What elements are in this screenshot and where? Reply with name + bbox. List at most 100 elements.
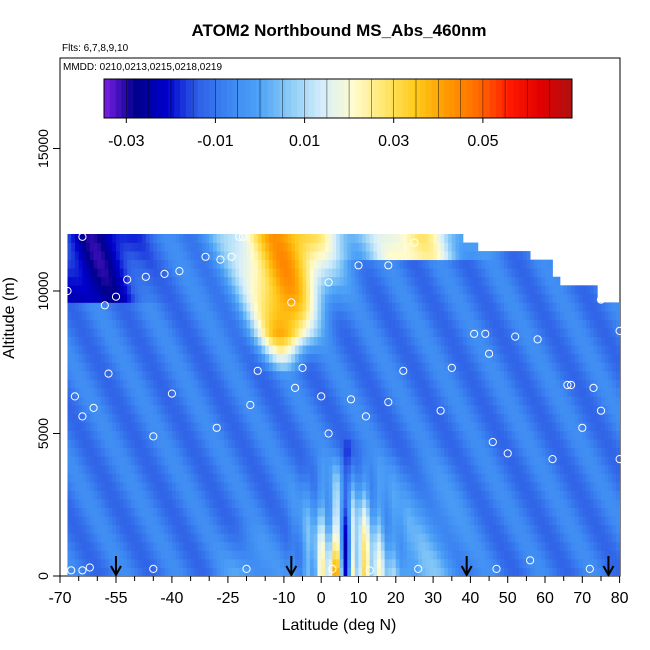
heatmap-cell xyxy=(142,464,147,474)
heatmap-cell xyxy=(298,302,303,312)
heatmap-cell xyxy=(373,396,378,406)
heatmap-cell xyxy=(455,567,460,576)
heatmap-cell xyxy=(127,567,132,576)
heatmap-cell xyxy=(186,345,191,355)
heatmap-cell xyxy=(205,516,210,526)
heatmap-cell xyxy=(615,387,620,397)
heatmap-cell xyxy=(496,507,501,517)
heatmap-cell xyxy=(220,473,225,483)
heatmap-cell xyxy=(362,422,367,432)
heatmap-cell xyxy=(440,370,445,380)
heatmap-cell xyxy=(86,524,91,534)
heatmap-cell xyxy=(138,302,143,312)
heatmap-cell xyxy=(451,558,456,568)
heatmap-cell xyxy=(119,345,124,355)
heatmap-cell xyxy=(548,464,553,474)
heatmap-cell xyxy=(280,516,285,526)
heatmap-cell xyxy=(291,285,296,295)
heatmap-cell xyxy=(209,336,214,346)
heatmap-cell xyxy=(481,302,486,312)
heatmap-cell xyxy=(246,516,251,526)
heatmap-cell xyxy=(354,405,359,414)
heatmap-cell xyxy=(175,396,180,406)
heatmap-cell xyxy=(254,319,259,329)
heatmap-cell xyxy=(317,285,322,295)
heatmap-cell xyxy=(507,430,512,440)
heatmap-cell xyxy=(608,464,613,474)
heatmap-cell xyxy=(145,567,150,576)
heatmap-cell xyxy=(175,293,180,303)
heatmap-cell xyxy=(410,541,415,551)
heatmap-cell xyxy=(309,430,315,440)
heatmap-cell xyxy=(362,370,367,380)
heatmap-cell xyxy=(395,362,400,372)
heatmap-cell xyxy=(235,550,240,560)
heatmap-cell xyxy=(377,499,382,508)
heatmap-cell xyxy=(171,302,177,312)
heatmap-cell xyxy=(563,447,568,457)
heatmap-cell xyxy=(205,370,210,380)
heatmap-cell xyxy=(205,499,210,508)
heatmap-cell xyxy=(123,345,128,355)
heatmap-cell xyxy=(601,319,606,329)
heatmap-cell xyxy=(470,362,475,372)
heatmap-cell xyxy=(339,405,344,414)
heatmap-cell xyxy=(127,370,132,380)
heatmap-cell xyxy=(388,387,393,397)
heatmap-cell xyxy=(313,447,318,457)
heatmap-cell xyxy=(153,439,158,449)
heatmap-cell xyxy=(201,319,206,329)
heatmap-cell xyxy=(380,439,385,449)
heatmap-cell xyxy=(272,533,277,543)
heatmap-cell xyxy=(220,396,225,406)
heatmap-cell xyxy=(489,310,494,320)
heatmap-cell xyxy=(392,387,397,397)
heatmap-cell xyxy=(559,379,565,389)
heatmap-cell xyxy=(127,379,132,389)
heatmap-cell xyxy=(93,481,98,491)
heatmap-cell xyxy=(104,396,109,406)
heatmap-cell xyxy=(134,533,139,543)
heatmap-cell xyxy=(503,328,509,337)
heatmap-cell xyxy=(604,473,609,483)
heatmap-cell xyxy=(507,533,512,543)
heatmap-cell xyxy=(421,558,427,568)
heatmap-cell xyxy=(324,328,330,337)
heatmap-cell xyxy=(239,405,244,414)
heatmap-cell xyxy=(168,370,173,380)
heatmap-cell xyxy=(343,379,348,389)
heatmap-cell xyxy=(246,430,251,440)
heatmap-cell xyxy=(74,345,80,355)
heatmap-cell xyxy=(384,302,389,312)
heatmap-cell xyxy=(160,310,165,320)
heatmap-cell xyxy=(339,387,344,397)
heatmap-cell xyxy=(474,413,479,423)
heatmap-cell xyxy=(578,499,583,508)
heatmap-cell xyxy=(358,396,363,406)
heatmap-cell xyxy=(347,328,352,337)
heatmap-cell xyxy=(332,285,337,295)
heatmap-cell xyxy=(470,481,475,491)
heatmap-cell xyxy=(239,550,244,560)
heatmap-cell xyxy=(276,447,281,457)
heatmap-cell xyxy=(89,473,94,483)
heatmap-cell xyxy=(227,541,233,551)
heatmap-cell xyxy=(425,293,430,303)
heatmap-cell xyxy=(481,405,486,414)
heatmap-cell xyxy=(268,396,274,406)
heatmap-cell xyxy=(171,353,177,363)
heatmap-cell xyxy=(399,336,404,346)
heatmap-cell xyxy=(142,499,147,508)
heatmap-cell xyxy=(470,533,475,543)
heatmap-cell xyxy=(522,353,527,363)
heatmap-cell xyxy=(254,541,259,551)
heatmap-cell xyxy=(183,319,188,329)
heatmap-cell xyxy=(97,293,102,303)
heatmap-cell xyxy=(574,439,580,449)
heatmap-cell xyxy=(578,516,583,526)
heatmap-cell xyxy=(578,430,583,440)
heatmap-cell xyxy=(578,567,583,576)
heatmap-cell xyxy=(597,524,602,534)
heatmap-cell xyxy=(261,319,266,329)
heatmap-cell xyxy=(280,328,285,337)
